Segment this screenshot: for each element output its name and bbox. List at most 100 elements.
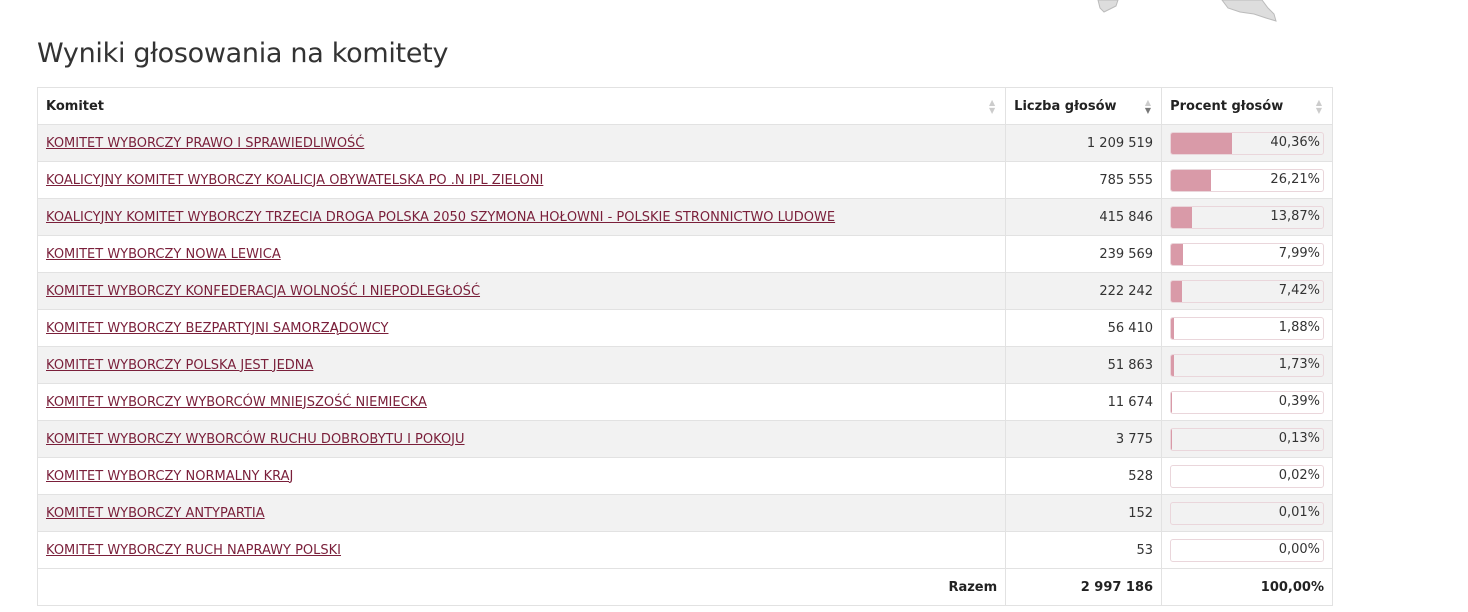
percent-bar: 7,42% — [1170, 279, 1324, 303]
table-row: KOMITET WYBORCZY PRAWO I SPRAWIEDLIWOŚĆ 1… — [36, 124, 1333, 162]
percent-value: 13,87% — [1270, 208, 1320, 224]
percent-value: 0,13% — [1278, 430, 1320, 446]
percent-bar: 0,39% — [1170, 390, 1324, 414]
column-label: Procent głosów — [1170, 98, 1284, 114]
table-row: KOMITET WYBORCZY BEZPARTYJNI SAMORZĄDOWC… — [36, 309, 1333, 347]
table-row: KOALICYJNY KOMITET WYBORCZY TRZECIA DROG… — [36, 198, 1333, 236]
percent-bar-fill — [1171, 391, 1172, 413]
table-row: KOMITET WYBORCZY WYBORCÓW RUCHU DOBROBYT… — [36, 420, 1333, 458]
results-table: Komitet ▲ ▼ Liczba głosów ▲ ▼ Procent głosów… — [36, 87, 1333, 606]
percent-bar-fill — [1171, 206, 1193, 228]
percent-bar-fill — [1171, 280, 1183, 302]
percent-value: 1,73% — [1278, 356, 1320, 372]
percent-bar: 1,73% — [1170, 353, 1324, 377]
percent-bar: 0,00% — [1170, 538, 1324, 562]
votes-cell: 3 775 — [1005, 420, 1163, 458]
committee-link[interactable]: KOALICYJNY KOMITET WYBORCZY KOALICJA OBY… — [46, 172, 544, 188]
committee-cell: KOMITET WYBORCZY WYBORCÓW RUCHU DOBROBYT… — [36, 420, 1007, 458]
committee-cell: KOMITET WYBORCZY ANTYPARTIA — [36, 494, 1007, 532]
percent-bar: 26,21% — [1170, 168, 1324, 192]
percent-bar-fill — [1171, 317, 1174, 339]
page-title: Wyniki głosowania na komitety — [37, 38, 449, 69]
committee-link[interactable]: KOMITET WYBORCZY NORMALNY KRAJ — [46, 468, 294, 484]
percent-bar: 40,36% — [1170, 131, 1324, 155]
column-header-votes[interactable]: Liczba głosów ▲ ▼ — [1005, 87, 1163, 125]
sort-descending-icon: ▲ ▼ — [1144, 98, 1152, 115]
table-row: KOMITET WYBORCZY WYBORCÓW MNIEJSZOŚĆ NIE… — [36, 383, 1333, 421]
table-row: KOMITET WYBORCZY POLSKA JEST JEDNA 51 863… — [36, 346, 1333, 384]
committee-cell: KOALICYJNY KOMITET WYBORCZY TRZECIA DROG… — [36, 198, 1007, 236]
percent-value: 0,02% — [1278, 467, 1320, 483]
column-label: Liczba głosów — [1014, 98, 1117, 114]
committee-cell: KOMITET WYBORCZY NOWA LEWICA — [36, 235, 1007, 273]
committee-link[interactable]: KOMITET WYBORCZY PRAWO I SPRAWIEDLIWOŚĆ — [46, 135, 365, 151]
committee-cell: KOMITET WYBORCZY NORMALNY KRAJ — [36, 457, 1007, 495]
committee-cell: KOMITET WYBORCZY RUCH NAPRAWY POLSKI — [36, 531, 1007, 569]
sort-icon: ▲ ▼ — [989, 98, 996, 115]
votes-cell: 528 — [1005, 457, 1163, 495]
table-header: Komitet ▲ ▼ Liczba głosów ▲ ▼ Procent głosów… — [36, 87, 1333, 125]
percent-cell: 7,42% — [1161, 272, 1333, 310]
committee-link[interactable]: KOALICYJNY KOMITET WYBORCZY TRZECIA DROG… — [46, 209, 836, 225]
percent-bar-fill — [1171, 354, 1174, 376]
votes-cell: 239 569 — [1005, 235, 1163, 273]
column-header-percent[interactable]: Procent głosów ▲ ▼ — [1161, 87, 1333, 125]
votes-cell: 56 410 — [1005, 309, 1163, 347]
percent-bar-fill — [1171, 243, 1184, 265]
table-row: KOMITET WYBORCZY ANTYPARTIA 152 0,01% — [36, 494, 1333, 532]
percent-cell: 40,36% — [1161, 124, 1333, 162]
votes-cell: 11 674 — [1005, 383, 1163, 421]
percent-bar: 0,13% — [1170, 427, 1324, 451]
committee-link[interactable]: KOMITET WYBORCZY WYBORCÓW RUCHU DOBROBYT… — [46, 431, 465, 447]
votes-cell: 152 — [1005, 494, 1163, 532]
committee-link[interactable]: KOMITET WYBORCZY BEZPARTYJNI SAMORZĄDOWC… — [46, 320, 389, 336]
committee-link[interactable]: KOMITET WYBORCZY RUCH NAPRAWY POLSKI — [46, 542, 342, 558]
committee-link[interactable]: KOMITET WYBORCZY WYBORCÓW MNIEJSZOŚĆ NIE… — [46, 394, 427, 410]
percent-cell: 0,00% — [1161, 531, 1333, 569]
percent-cell: 13,87% — [1161, 198, 1333, 236]
percent-value: 40,36% — [1270, 134, 1320, 150]
total-label: Razem — [36, 568, 1007, 606]
percent-cell: 0,39% — [1161, 383, 1333, 421]
votes-cell: 785 555 — [1005, 161, 1163, 199]
committee-cell: KOMITET WYBORCZY WYBORCÓW MNIEJSZOŚĆ NIE… — [36, 383, 1007, 421]
percent-bar-fill — [1171, 169, 1211, 191]
percent-cell: 7,99% — [1161, 235, 1333, 273]
percent-cell: 1,88% — [1161, 309, 1333, 347]
map-fragment — [1097, 0, 1277, 22]
committee-link[interactable]: KOMITET WYBORCZY NOWA LEWICA — [46, 246, 281, 262]
votes-cell: 222 242 — [1005, 272, 1163, 310]
percent-value: 26,21% — [1270, 171, 1320, 187]
table-row: KOMITET WYBORCZY NORMALNY KRAJ 528 0,02% — [36, 457, 1333, 495]
percent-bar: 0,01% — [1170, 501, 1324, 525]
committee-link[interactable]: KOMITET WYBORCZY POLSKA JEST JEDNA — [46, 357, 314, 373]
percent-bar: 1,88% — [1170, 316, 1324, 340]
percent-bar: 7,99% — [1170, 242, 1324, 266]
percent-bar: 13,87% — [1170, 205, 1324, 229]
percent-bar: 0,02% — [1170, 464, 1324, 488]
column-header-committee[interactable]: Komitet ▲ ▼ — [36, 87, 1007, 125]
percent-cell: 1,73% — [1161, 346, 1333, 384]
percent-cell: 0,13% — [1161, 420, 1333, 458]
percent-value: 1,88% — [1278, 319, 1320, 335]
committee-cell: KOMITET WYBORCZY PRAWO I SPRAWIEDLIWOŚĆ — [36, 124, 1007, 162]
table-row: KOMITET WYBORCZY NOWA LEWICA 239 569 7,99% — [36, 235, 1333, 273]
percent-cell: 26,21% — [1161, 161, 1333, 199]
table-row: KOMITET WYBORCZY RUCH NAPRAWY POLSKI 53 0,… — [36, 531, 1333, 569]
committee-link[interactable]: KOMITET WYBORCZY ANTYPARTIA — [46, 505, 265, 521]
committee-cell: KOMITET WYBORCZY POLSKA JEST JEDNA — [36, 346, 1007, 384]
percent-value: 0,39% — [1278, 393, 1320, 409]
percent-cell: 0,02% — [1161, 457, 1333, 495]
percent-cell: 0,01% — [1161, 494, 1333, 532]
percent-value: 7,99% — [1278, 245, 1320, 261]
votes-cell: 1 209 519 — [1005, 124, 1163, 162]
committee-cell: KOALICYJNY KOMITET WYBORCZY KOALICJA OBY… — [36, 161, 1007, 199]
column-label: Komitet — [46, 98, 105, 114]
percent-bar-fill — [1171, 132, 1233, 154]
table-row: KOMITET WYBORCZY KONFEDERACJA WOLNOŚĆ I … — [36, 272, 1333, 310]
committee-link[interactable]: KOMITET WYBORCZY KONFEDERACJA WOLNOŚĆ I … — [46, 283, 481, 299]
committee-cell: KOMITET WYBORCZY BEZPARTYJNI SAMORZĄDOWC… — [36, 309, 1007, 347]
percent-value: 0,00% — [1278, 541, 1320, 557]
votes-cell: 53 — [1005, 531, 1163, 569]
total-percent: 100,00% — [1161, 568, 1333, 606]
